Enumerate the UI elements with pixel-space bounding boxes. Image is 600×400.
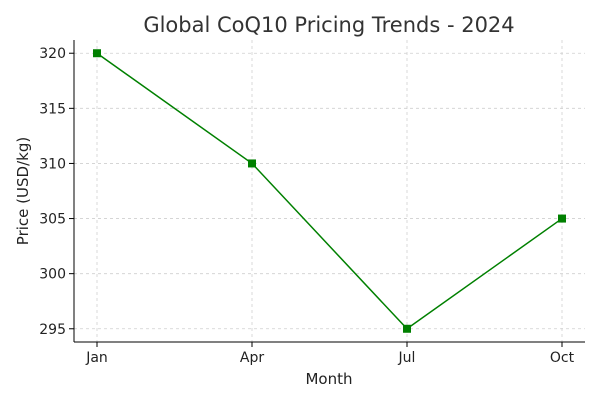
y-gridlines: [74, 52, 585, 330]
price-series: [96, 52, 563, 330]
series-line-0: [96, 52, 563, 330]
data-point-jul: [403, 324, 411, 333]
data-point-oct: [558, 214, 566, 223]
data-point-jan: [93, 49, 101, 58]
y-tick-label-300: 300: [39, 267, 66, 283]
y-tick-label-295: 295: [39, 322, 66, 338]
y-axis-ticks: 295 300 305 310 315 320: [39, 46, 74, 338]
y-tick-label-310: 310: [39, 156, 66, 172]
x-tick-label-jan: Jan: [85, 350, 108, 366]
x-gridlines: [96, 40, 563, 342]
price-markers: [93, 49, 566, 333]
y-tick-label-315: 315: [39, 101, 66, 117]
chart-title: Global CoQ10 Pricing Trends - 2024: [143, 13, 514, 37]
x-tick-label-apr: Apr: [240, 350, 264, 366]
x-tick-label-jul: Jul: [398, 350, 416, 366]
y-axis-label: Price (USD/kg): [14, 137, 32, 245]
x-axis-label: Month: [305, 370, 352, 388]
y-tick-label-320: 320: [39, 46, 66, 62]
y-tick-label-305: 305: [39, 212, 66, 228]
x-axis-ticks: Jan Apr Jul Oct: [85, 342, 575, 366]
x-tick-label-oct: Oct: [550, 350, 575, 366]
data-point-apr: [248, 159, 256, 168]
